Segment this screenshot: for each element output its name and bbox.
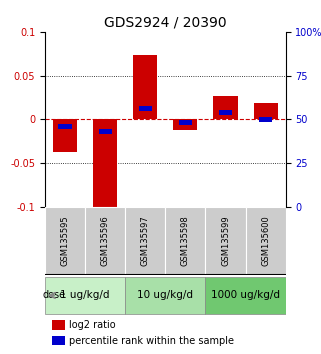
Bar <box>205 206 246 275</box>
Bar <box>254 103 278 119</box>
Text: 10 ug/kg/d: 10 ug/kg/d <box>137 290 193 299</box>
Bar <box>139 106 152 112</box>
Bar <box>205 277 286 314</box>
Bar <box>45 277 125 314</box>
Text: 1 ug/kg/d: 1 ug/kg/d <box>60 290 110 299</box>
Text: GSM135597: GSM135597 <box>141 216 150 266</box>
Bar <box>173 119 197 130</box>
Bar <box>213 97 238 119</box>
Bar <box>219 110 232 115</box>
Bar <box>125 277 205 314</box>
Text: 1000 ug/kg/d: 1000 ug/kg/d <box>211 290 280 299</box>
Bar <box>45 206 85 275</box>
Text: GSM135598: GSM135598 <box>181 216 190 266</box>
Text: GSM135596: GSM135596 <box>100 216 110 266</box>
Bar <box>133 56 157 119</box>
Bar <box>58 124 72 129</box>
Bar <box>53 119 77 152</box>
Bar <box>99 129 112 134</box>
Text: GSM135595: GSM135595 <box>60 216 70 266</box>
Text: log2 ratio: log2 ratio <box>69 320 116 330</box>
Text: percentile rank within the sample: percentile rank within the sample <box>69 336 234 346</box>
Bar <box>165 206 205 275</box>
Text: GSM135599: GSM135599 <box>221 216 230 266</box>
Text: dose: dose <box>42 290 66 301</box>
Bar <box>52 320 65 330</box>
Bar <box>85 206 125 275</box>
Bar <box>93 119 117 213</box>
Bar <box>246 206 286 275</box>
Title: GDS2924 / 20390: GDS2924 / 20390 <box>104 15 227 29</box>
Bar <box>179 120 192 125</box>
Bar <box>259 116 272 122</box>
Text: GSM135600: GSM135600 <box>261 216 270 266</box>
Bar <box>125 206 165 275</box>
Bar <box>52 336 65 346</box>
